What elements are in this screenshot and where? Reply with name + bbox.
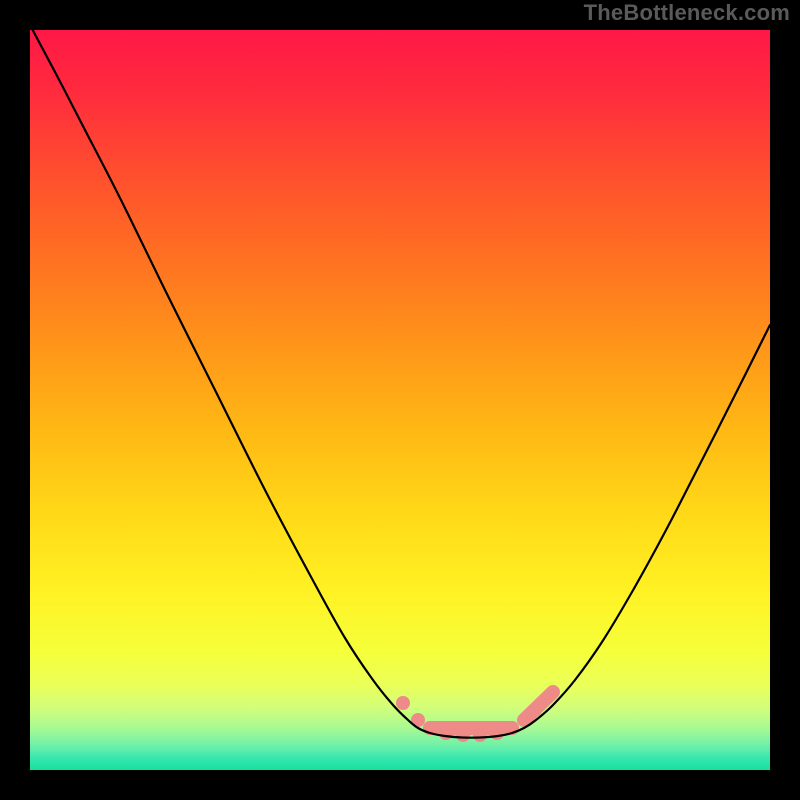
marker-dot <box>396 696 410 710</box>
frame: TheBottleneck.com <box>0 0 800 800</box>
curve-markers <box>396 687 558 742</box>
marker-dot <box>473 728 487 742</box>
marker-dot <box>544 687 558 701</box>
watermark-text: TheBottleneck.com <box>584 0 790 26</box>
marker-dot <box>490 726 504 740</box>
bottleneck-curve <box>30 25 770 738</box>
marker-dot <box>456 728 470 742</box>
marker-dot <box>439 726 453 740</box>
chart-svg <box>0 0 800 800</box>
marker-dot <box>528 703 542 717</box>
